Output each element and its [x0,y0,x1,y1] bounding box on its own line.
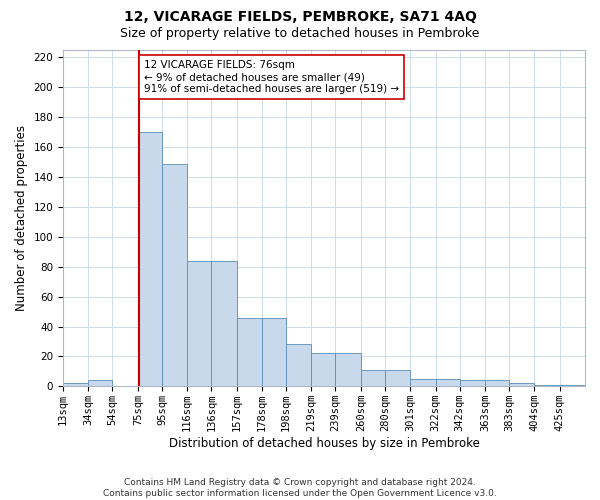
Bar [560,385,585,386]
Bar [262,318,286,386]
Bar [138,132,162,386]
Bar [187,261,211,386]
Text: Size of property relative to detached houses in Pembroke: Size of property relative to detached ho… [121,28,479,40]
Bar [335,354,361,386]
Bar [460,380,485,386]
Text: 12 VICARAGE FIELDS: 76sqm
← 9% of detached houses are smaller (49)
91% of semi-d: 12 VICARAGE FIELDS: 76sqm ← 9% of detach… [144,60,399,94]
Y-axis label: Number of detached properties: Number of detached properties [15,125,28,311]
Bar [485,380,509,386]
Bar [311,354,335,386]
Bar [509,384,535,386]
Bar [535,385,560,386]
X-axis label: Distribution of detached houses by size in Pembroke: Distribution of detached houses by size … [169,437,479,450]
Text: 12, VICARAGE FIELDS, PEMBROKE, SA71 4AQ: 12, VICARAGE FIELDS, PEMBROKE, SA71 4AQ [124,10,476,24]
Bar [436,379,460,386]
Bar [211,261,236,386]
Bar [63,384,88,386]
Bar [361,370,385,386]
Bar [410,379,436,386]
Bar [236,318,262,386]
Bar [385,370,410,386]
Bar [88,380,112,386]
Text: Contains HM Land Registry data © Crown copyright and database right 2024.
Contai: Contains HM Land Registry data © Crown c… [103,478,497,498]
Bar [286,344,311,387]
Bar [162,164,187,386]
